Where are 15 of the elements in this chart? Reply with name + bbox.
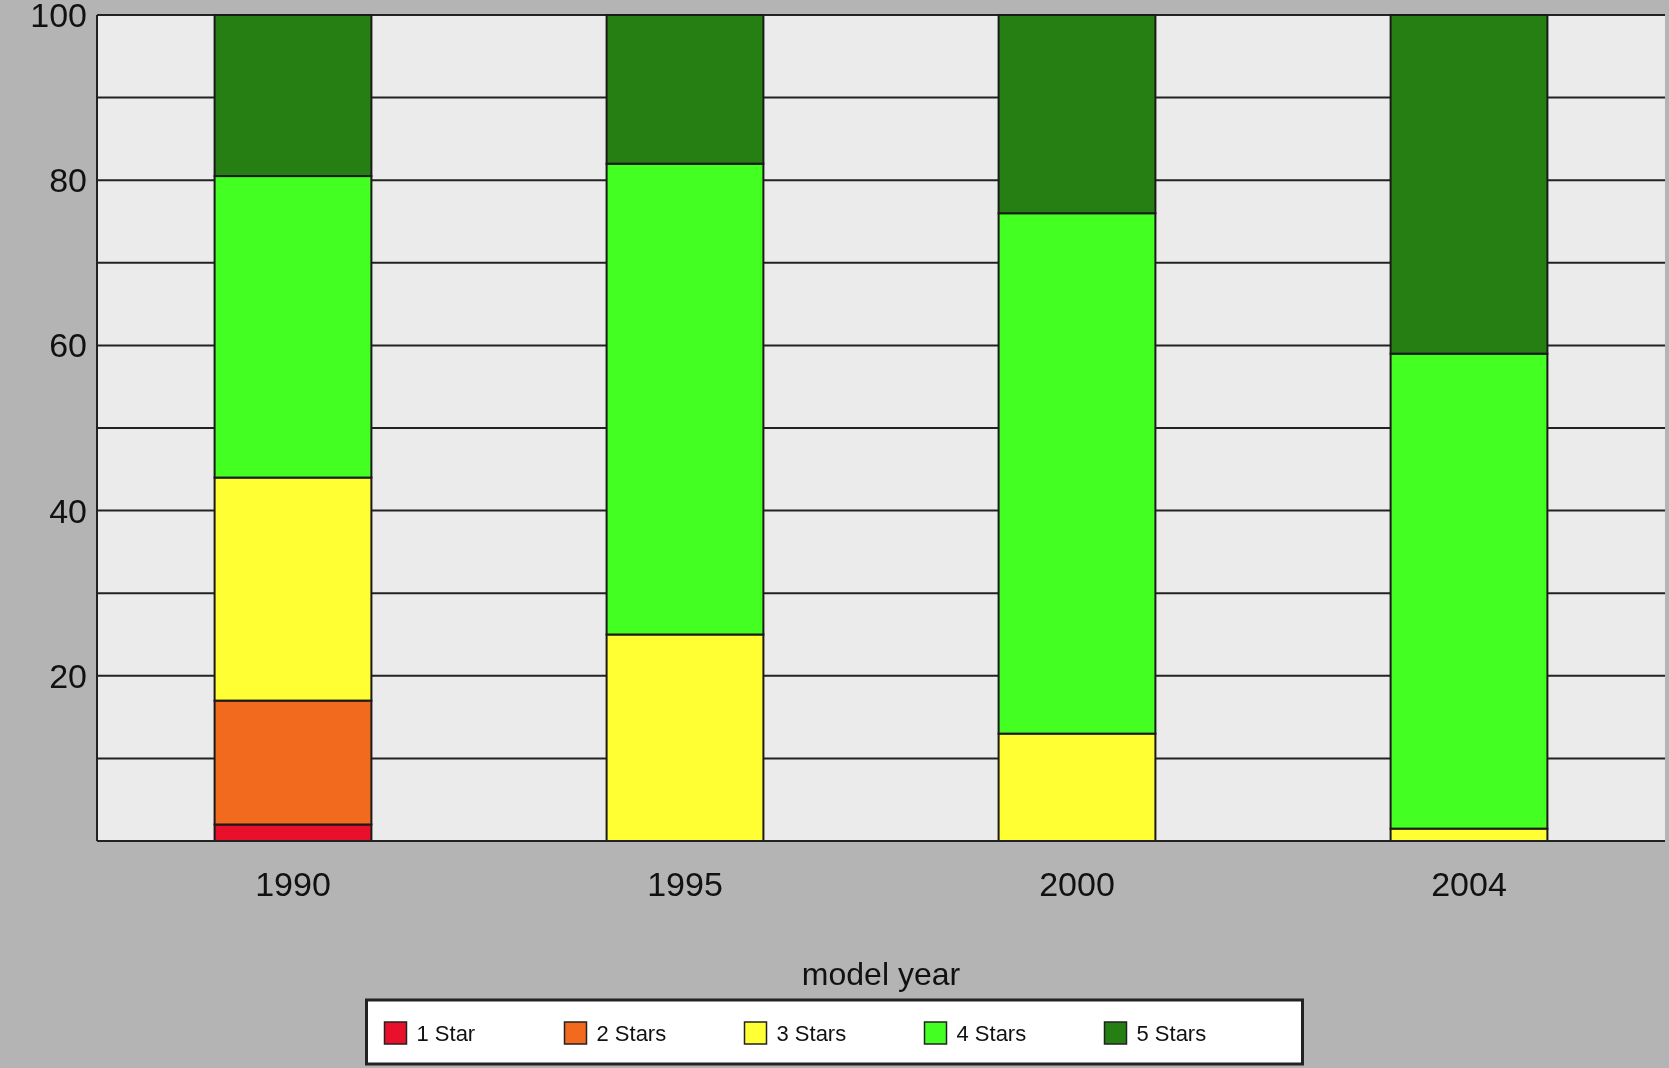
y-tick-label: 40	[49, 491, 87, 530]
legend-label: 4 Stars	[956, 1020, 1027, 1046]
x-tick-label: 2000	[1039, 865, 1115, 903]
x-tick-label: 1995	[647, 865, 723, 903]
x-axis-title: model year	[801, 956, 961, 992]
legend-label: 5 Stars	[1136, 1020, 1207, 1046]
legend-label: 2 Stars	[596, 1020, 667, 1046]
y-tick-label: 20	[49, 656, 87, 695]
legend-label: 1 Star	[416, 1020, 476, 1046]
y-tick-label: 60	[49, 326, 87, 365]
y-tick-label: 80	[49, 161, 87, 200]
y-tick-label: 100	[30, 0, 87, 34]
x-tick-label: 1990	[255, 865, 331, 903]
x-tick-label: 2004	[1431, 865, 1507, 903]
legend-label: 3 Stars	[776, 1020, 847, 1046]
